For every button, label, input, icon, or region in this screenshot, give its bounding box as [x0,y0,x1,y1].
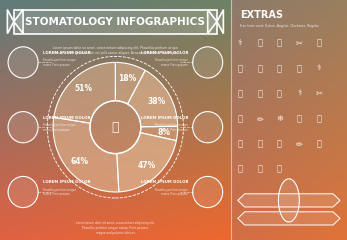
Text: 🦷: 🦷 [112,121,119,134]
Text: 🦷: 🦷 [297,64,302,73]
Wedge shape [53,117,119,192]
Wedge shape [115,62,145,104]
Text: EXTRAS: EXTRAS [240,10,283,20]
Circle shape [8,176,38,208]
Text: 🧪: 🧪 [238,64,243,73]
Text: 38%: 38% [148,97,166,106]
Text: ⚕: ⚕ [238,39,242,48]
Text: LOREM IPSUM DOLOR: LOREM IPSUM DOLOR [141,51,188,55]
Text: Phasellus porttitor congue
massa. Proin posuere.: Phasellus porttitor congue massa. Proin … [43,123,76,132]
Text: 📷: 📷 [238,89,243,98]
Text: 🦷: 🦷 [277,89,282,98]
Circle shape [8,47,38,78]
Polygon shape [238,194,340,207]
Text: 18%: 18% [118,74,136,83]
Text: ✏: ✏ [296,139,303,149]
Text: 🦷: 🦷 [316,139,322,149]
Circle shape [90,101,141,154]
Text: 51%: 51% [75,84,93,93]
Circle shape [193,176,223,208]
Wedge shape [140,126,178,141]
Text: 🦷: 🦷 [238,139,243,149]
Text: 📱: 📱 [257,165,262,174]
Wedge shape [54,62,115,123]
Text: LOREM IPSUM DOLOR: LOREM IPSUM DOLOR [43,116,90,120]
Polygon shape [7,10,14,34]
Text: ⚕: ⚕ [297,89,302,98]
Text: 🔧: 🔧 [316,114,322,123]
Text: STOMATOLOGY INFOGRAPHICS: STOMATOLOGY INFOGRAPHICS [25,17,205,27]
Text: 🦵: 🦵 [238,165,243,174]
Text: LOREM IPSUM DOLOR: LOREM IPSUM DOLOR [141,180,188,184]
Circle shape [278,179,299,222]
Text: 👥: 👥 [277,39,282,48]
Text: ✏: ✏ [256,114,263,123]
Text: 8%: 8% [157,128,170,137]
Text: ✂: ✂ [296,39,303,48]
Text: 🏛: 🏛 [277,64,282,73]
Polygon shape [14,10,23,34]
Text: Phasellus porttitor congue
massa. Proin posuere.: Phasellus porttitor congue massa. Proin … [155,123,188,132]
Circle shape [8,112,38,143]
Text: Lorem ipsum dolor sit amet, consectetuer adipiscing elit. Phasellus pretium ut q: Lorem ipsum dolor sit amet, consectetuer… [53,46,178,55]
Text: 🦷: 🦷 [277,165,282,174]
FancyBboxPatch shape [14,10,217,34]
Text: Phasellus porttitor congue
massa. Proin posuere.: Phasellus porttitor congue massa. Proin … [43,58,76,67]
Text: ⚕: ⚕ [317,64,321,73]
Text: LOREM IPSUM DOLOR: LOREM IPSUM DOLOR [43,180,90,184]
Text: Free fonts used: Oxtron, Angular, Clockwise, Regular: Free fonts used: Oxtron, Angular, Clockw… [240,24,319,28]
Wedge shape [128,70,178,127]
Text: 🦷: 🦷 [316,39,322,48]
Circle shape [193,47,223,78]
Text: 📋: 📋 [277,139,282,149]
Polygon shape [217,10,223,34]
Circle shape [193,112,223,143]
Text: 👁: 👁 [257,64,262,73]
Wedge shape [117,133,176,192]
Text: Phasellus porttitor congue
massa. Proin posuere.: Phasellus porttitor congue massa. Proin … [155,58,188,67]
Text: Phasellus porttitor congue
massa. Proin posuere.: Phasellus porttitor congue massa. Proin … [43,188,76,196]
Text: ➖: ➖ [257,139,262,149]
Text: 64%: 64% [70,156,88,166]
Text: ❄: ❄ [276,114,283,123]
Text: LOREM IPSUM DOLOR: LOREM IPSUM DOLOR [141,116,188,120]
Text: Lorem ipsum dolor sit amet, consectetuer adipiscing elit.
Phasellus porttitor co: Lorem ipsum dolor sit amet, consectetuer… [76,221,155,235]
Text: Phasellus porttitor congue
massa. Proin posuere.: Phasellus porttitor congue massa. Proin … [155,188,188,196]
Text: 👤: 👤 [238,114,243,123]
Text: 47%: 47% [138,161,156,170]
Text: LOREM IPSUM DOLOR: LOREM IPSUM DOLOR [43,51,90,55]
Polygon shape [208,10,217,34]
Text: 🦷: 🦷 [297,114,302,123]
Text: 🔬: 🔬 [257,89,262,98]
Polygon shape [238,212,340,225]
Text: ✂: ✂ [316,89,323,98]
Text: 🔱: 🔱 [257,39,262,48]
